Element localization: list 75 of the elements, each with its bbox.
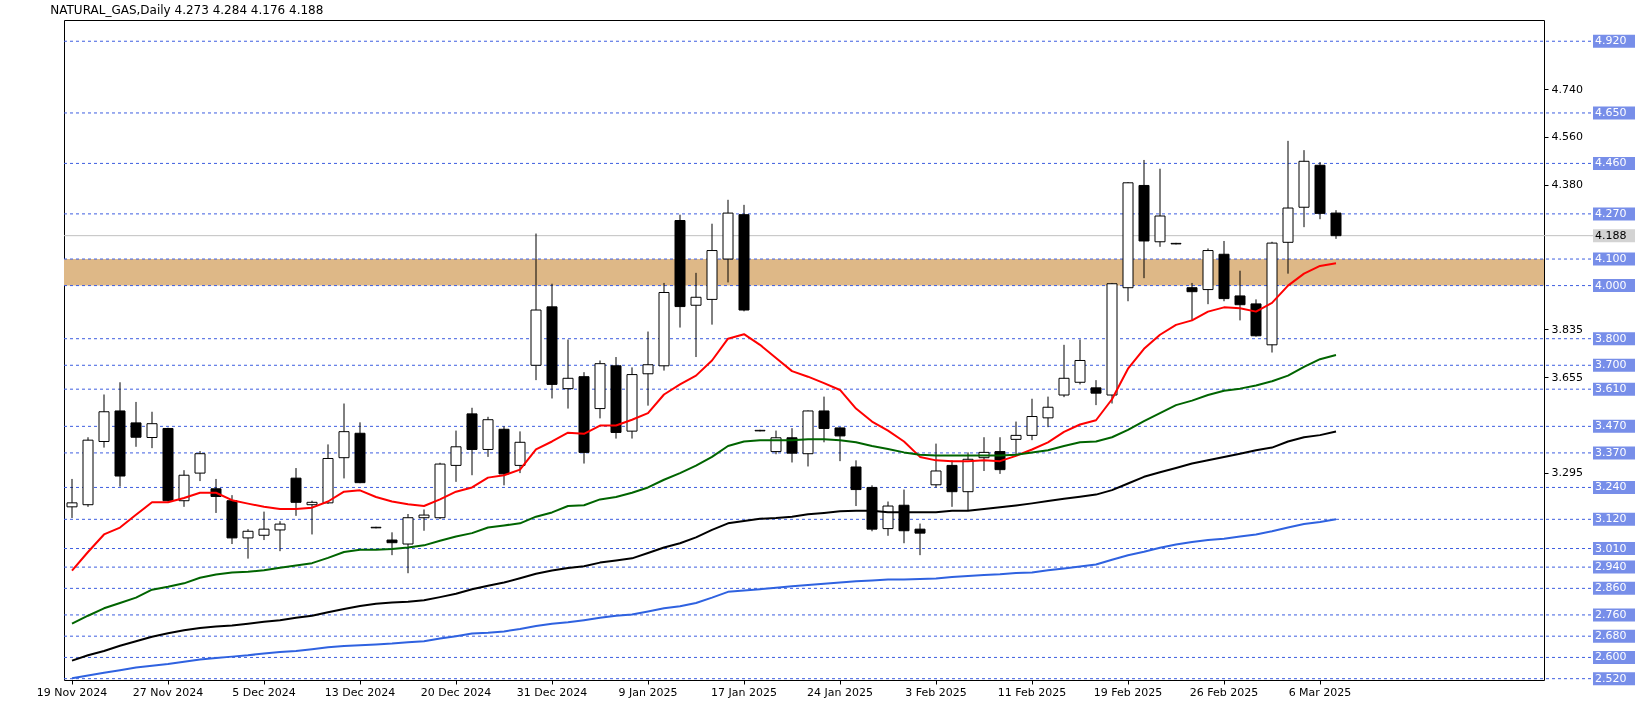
- candlestick: [642, 331, 654, 407]
- ref-line-label: 3.800: [1595, 331, 1627, 345]
- x-tick-label: 3 Feb 2025: [905, 685, 967, 699]
- candlestick: [514, 430, 526, 474]
- y-tick-label: 3.655: [1551, 370, 1583, 384]
- ref-line-label: 4.650: [1595, 105, 1627, 119]
- y-tick-label: 3.295: [1551, 466, 1583, 480]
- ref-line-label: 2.520: [1595, 671, 1627, 685]
- ref-line-label: 3.240: [1595, 480, 1627, 494]
- candlestick: [1330, 209, 1342, 240]
- ref-line-label: 3.610: [1595, 382, 1627, 396]
- candlestick: [1234, 270, 1246, 321]
- ref-line-label: 2.860: [1595, 581, 1627, 595]
- ref-line-label: 3.370: [1595, 445, 1627, 459]
- x-tick-label: 6 Mar 2025: [1288, 685, 1352, 699]
- line-series: [71, 518, 1337, 680]
- x-tick-label: 11 Feb 2025: [997, 685, 1067, 699]
- ref-line-label: 2.600: [1595, 650, 1627, 664]
- ref-line-label: 4.270: [1595, 206, 1627, 220]
- y-tick-label: 4.380: [1551, 178, 1583, 192]
- x-tick-label: 9 Jan 2025: [618, 685, 678, 699]
- candlestick: [690, 272, 702, 358]
- candlestick: [306, 500, 318, 535]
- ref-line-label: 4.000: [1595, 278, 1627, 292]
- ref-line-label: 3.010: [1595, 541, 1627, 555]
- y-tick-label: 4.560: [1551, 130, 1583, 144]
- candlestick: [1090, 379, 1102, 406]
- candlestick: [242, 528, 254, 560]
- x-tick-label: 26 Feb 2025: [1189, 685, 1259, 699]
- candlestick: [850, 459, 862, 507]
- y-tick-label: 4.740: [1551, 82, 1583, 96]
- line-series: [71, 430, 1337, 662]
- candlestick: [930, 443, 942, 488]
- candlestick: [914, 523, 926, 556]
- candlestick: [818, 396, 830, 443]
- ref-line-label: 2.760: [1595, 607, 1627, 621]
- ref-line-label: 4.920: [1595, 34, 1627, 48]
- x-tick-label: 20 Dec 2024: [420, 685, 492, 699]
- ref-line-label: 2.940: [1595, 560, 1627, 574]
- candlestick: [1186, 282, 1198, 321]
- candlestick: [1010, 421, 1022, 456]
- candlestick: [882, 501, 894, 537]
- y-tick-label: 3.835: [1551, 322, 1583, 336]
- candlestick: [146, 411, 158, 449]
- x-tick-label: 24 Jan 2025: [807, 685, 873, 699]
- candlestick: [258, 511, 270, 541]
- ref-line-label: 4.460: [1595, 156, 1627, 170]
- candlestick: [1074, 339, 1086, 385]
- candlestick: [1042, 396, 1054, 428]
- x-tick-label: 17 Jan 2025: [711, 685, 777, 699]
- ref-line-label: 3.700: [1595, 358, 1627, 372]
- x-tick-label: 5 Dec 2024: [232, 685, 296, 699]
- ref-line-label: 4.188: [1595, 228, 1627, 242]
- line-series: [71, 353, 1337, 625]
- x-tick-label: 19 Feb 2025: [1093, 685, 1163, 699]
- candlestick: [1058, 344, 1070, 398]
- candlestick: [450, 430, 462, 483]
- x-tick-label: 19 Nov 2024: [36, 685, 108, 699]
- ref-line-label: 4.100: [1595, 252, 1627, 266]
- candlestick: [274, 520, 286, 552]
- candlestick: [562, 339, 574, 410]
- candlestick: [130, 401, 142, 448]
- candlestick: [834, 426, 846, 462]
- ref-line-label: 3.470: [1595, 419, 1627, 433]
- x-tick-label: 27 Nov 2024: [132, 685, 204, 699]
- candlestick: [418, 508, 430, 532]
- line-series: [71, 262, 1337, 572]
- ref-line-label: 3.120: [1595, 512, 1627, 526]
- x-tick-label: 31 Dec 2024: [516, 685, 588, 699]
- candlestick: [386, 531, 398, 556]
- chart-title: NATURAL_GAS,Daily 4.273 4.284 4.176 4.188: [50, 3, 324, 17]
- candlestick: [194, 450, 206, 482]
- ref-line-label: 2.680: [1595, 629, 1627, 643]
- candlestick: [1026, 398, 1038, 441]
- x-tick-label: 13 Dec 2024: [324, 685, 396, 699]
